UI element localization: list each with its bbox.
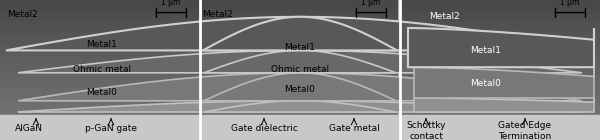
Polygon shape [408, 28, 594, 67]
Text: 1 μm: 1 μm [560, 0, 580, 7]
Bar [202, 115, 398, 140]
Polygon shape [414, 98, 594, 112]
Text: Metal1: Metal1 [86, 40, 118, 49]
Text: AlGaN: AlGaN [15, 124, 43, 133]
Polygon shape [18, 50, 582, 73]
Text: Metal1: Metal1 [470, 46, 502, 55]
Bar [0, 115, 200, 140]
Text: Schottky
contact: Schottky contact [406, 121, 446, 140]
Polygon shape [204, 50, 396, 73]
Text: Metal1: Metal1 [284, 43, 316, 52]
Text: Metal2: Metal2 [428, 12, 460, 21]
Polygon shape [6, 17, 594, 50]
Bar [400, 115, 600, 140]
Text: 1 μm: 1 μm [361, 0, 380, 7]
Text: Gated Edge
Termination: Gated Edge Termination [499, 121, 551, 140]
Text: Gate metal: Gate metal [329, 124, 379, 133]
Text: Metal2: Metal2 [202, 10, 233, 19]
Text: Metal0: Metal0 [470, 80, 502, 88]
Text: Metal0: Metal0 [86, 88, 118, 97]
Polygon shape [203, 17, 397, 50]
Text: Ohmic metal: Ohmic metal [73, 66, 131, 74]
Text: p-GaN gate: p-GaN gate [85, 124, 137, 133]
Polygon shape [18, 101, 582, 112]
Polygon shape [204, 101, 396, 112]
Text: Metal0: Metal0 [284, 85, 316, 94]
Polygon shape [204, 73, 396, 101]
Text: Metal2: Metal2 [7, 10, 38, 19]
Text: Ohmic metal: Ohmic metal [271, 66, 329, 74]
Text: 1 μm: 1 μm [161, 0, 181, 7]
Polygon shape [414, 67, 594, 98]
Polygon shape [18, 73, 582, 101]
Text: Gate dielectric: Gate dielectric [230, 124, 298, 133]
